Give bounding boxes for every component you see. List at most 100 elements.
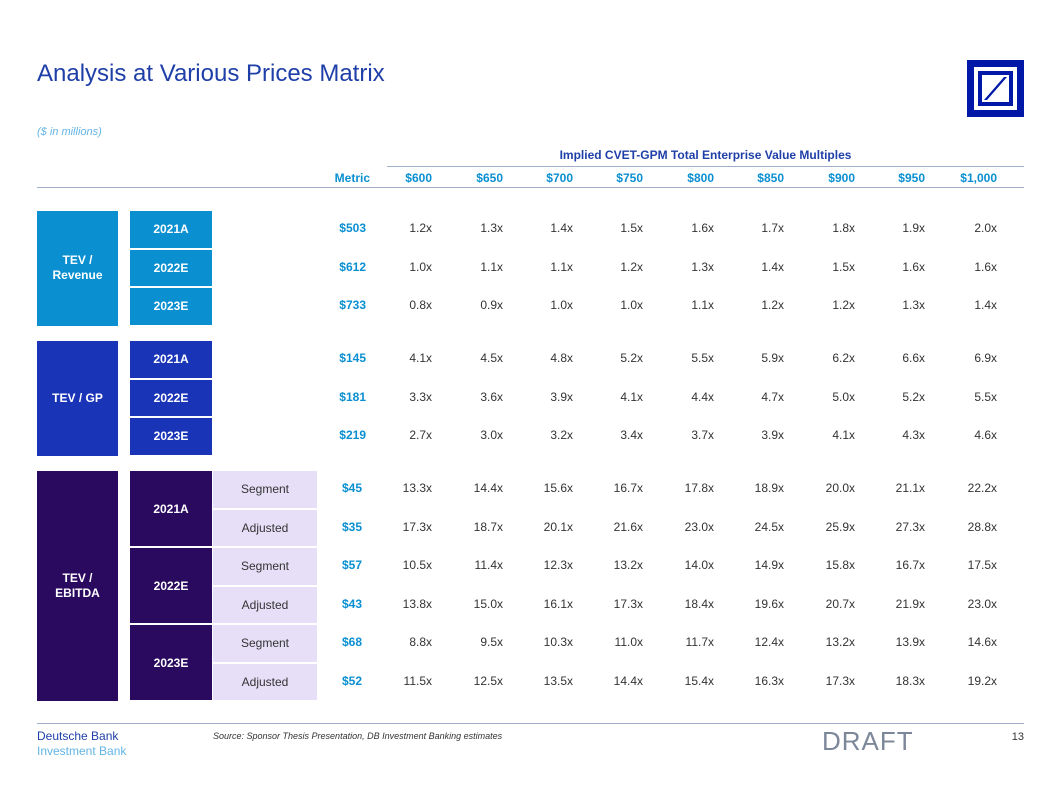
- row-g1-2022E-value-9: 1.6x: [974, 259, 997, 274]
- row-g2-2021A-value-1: 4.1x: [409, 351, 432, 366]
- footer-divider: [37, 723, 1024, 724]
- row-g2-2022E-value-7: 5.0x: [832, 389, 855, 404]
- row-ebitda-2022E-segment-value-1: 10.5x: [402, 558, 432, 573]
- header-price-3: $700: [546, 171, 573, 185]
- row-g2-2023E-value-8: 4.3x: [902, 428, 925, 443]
- year-label-ebitda-2022E: 2022E: [130, 548, 212, 623]
- row-g2-2021A-value-3: 4.8x: [550, 351, 573, 366]
- row-g1-2023E-value-4: 1.0x: [620, 298, 643, 313]
- deutsche-bank-logo-icon: [967, 60, 1024, 117]
- year-label-2022E: 2022E: [130, 249, 212, 286]
- group-label-3: TEV / EBITDA: [37, 471, 118, 701]
- row-ebitda-2023E-segment-value-7: 13.2x: [825, 635, 855, 650]
- row-ebitda-2022E-segment-value-9: 17.5x: [967, 558, 997, 573]
- year-label-2021A: 2021A: [130, 211, 212, 248]
- sub-label-adjusted: Adjusted: [213, 586, 317, 623]
- group-label-text: TEV / EBITDA: [55, 571, 100, 601]
- row-ebitda-2021A-adjusted-value-8: 27.3x: [895, 519, 925, 534]
- row-ebitda-2022E-segment-value-8: 16.7x: [895, 558, 925, 573]
- row-g2-2023E-value-4: 3.4x: [620, 428, 643, 443]
- sub-label-segment: Segment: [213, 625, 317, 662]
- header-price-9: $1,000: [960, 171, 997, 185]
- sub-label-segment: Segment: [213, 471, 317, 508]
- header-bottom-divider: [37, 187, 1024, 188]
- header-price-1: $600: [405, 171, 432, 185]
- header-divider: [387, 166, 1024, 167]
- row-g1-2023E-value-2: 0.9x: [480, 298, 503, 313]
- row-ebitda-2022E-adjusted-value-7: 20.7x: [825, 596, 855, 611]
- row-g2-2023E-value-1: 2.7x: [409, 428, 432, 443]
- row-ebitda-2023E-segment-metric: $68: [341, 635, 362, 650]
- row-g2-2023E-value-5: 3.7x: [691, 428, 714, 443]
- row-ebitda-2023E-adjusted-value-5: 15.4x: [684, 673, 714, 688]
- row-ebitda-2022E-adjusted-value-1: 13.8x: [402, 596, 432, 611]
- sub-label-adjusted: Adjusted: [213, 663, 317, 700]
- row-g1-2021A-value-6: 1.7x: [761, 221, 784, 236]
- row-g2-2021A-metric: $145: [339, 351, 366, 366]
- year-label-ebitda-2023E: 2023E: [130, 625, 212, 700]
- row-g2-2021A-value-5: 5.5x: [691, 351, 714, 366]
- year-label-2023E: 2023E: [130, 418, 212, 455]
- header-price-2: $650: [476, 171, 503, 185]
- sub-label-segment: Segment: [213, 548, 317, 585]
- row-ebitda-2022E-adjusted-value-8: 21.9x: [895, 596, 925, 611]
- row-ebitda-2021A-adjusted-value-9: 28.8x: [967, 519, 997, 534]
- row-ebitda-2023E-adjusted-value-2: 12.5x: [473, 673, 503, 688]
- group-label-2: TEV / GP: [37, 341, 118, 456]
- row-ebitda-2022E-adjusted-value-4: 17.3x: [613, 596, 643, 611]
- row-ebitda-2021A-adjusted-value-1: 17.3x: [402, 519, 432, 534]
- row-ebitda-2022E-segment-value-2: 11.4x: [474, 558, 503, 573]
- row-g2-2022E-value-6: 4.7x: [761, 389, 784, 404]
- footer-brand-name: Deutsche Bank: [37, 729, 119, 743]
- row-g2-2023E-value-9: 4.6x: [974, 428, 997, 443]
- header-group-label: Implied CVET-GPM Total Enterprise Value …: [559, 148, 852, 162]
- row-g2-2021A-value-9: 6.9x: [974, 351, 997, 366]
- row-ebitda-2021A-adjusted-value-7: 25.9x: [825, 519, 855, 534]
- row-g1-2022E-value-3: 1.1x: [550, 259, 573, 274]
- row-ebitda-2022E-adjusted-value-6: 19.6x: [754, 596, 784, 611]
- row-ebitda-2023E-segment-value-9: 14.6x: [967, 635, 997, 650]
- header-price-6: $850: [757, 171, 784, 185]
- row-ebitda-2021A-segment-metric: $45: [341, 481, 362, 496]
- row-ebitda-2023E-segment-value-1: 8.8x: [409, 635, 432, 650]
- row-g1-2023E-value-7: 1.2x: [832, 298, 855, 313]
- row-g1-2021A-value-4: 1.5x: [620, 221, 643, 236]
- row-ebitda-2022E-segment-metric: $57: [341, 558, 362, 573]
- row-g2-2023E-value-3: 3.2x: [550, 428, 573, 443]
- row-ebitda-2023E-segment-value-8: 13.9x: [895, 635, 925, 650]
- row-g1-2022E-value-5: 1.3x: [691, 259, 714, 274]
- row-ebitda-2023E-segment-value-5: 11.7x: [685, 635, 714, 650]
- group-label-1: TEV / Revenue: [37, 211, 118, 326]
- row-ebitda-2021A-segment-value-7: 20.0x: [825, 481, 855, 496]
- row-ebitda-2021A-segment-value-1: 13.3x: [402, 481, 432, 496]
- row-ebitda-2021A-segment-value-6: 18.9x: [754, 481, 784, 496]
- row-g1-2022E-value-1: 1.0x: [409, 259, 432, 274]
- year-label-ebitda-2021A: 2021A: [130, 471, 212, 546]
- row-ebitda-2023E-adjusted-value-1: 11.5x: [403, 673, 432, 688]
- footer-brand-division: Investment Bank: [37, 744, 127, 758]
- row-ebitda-2022E-adjusted-value-5: 18.4x: [684, 596, 714, 611]
- group-label-line: TEV /: [62, 253, 93, 268]
- row-ebitda-2023E-segment-value-2: 9.5x: [480, 635, 503, 650]
- row-ebitda-2023E-segment-value-3: 10.3x: [543, 635, 573, 650]
- page-title: Analysis at Various Prices Matrix: [37, 60, 385, 87]
- row-g2-2022E-value-1: 3.3x: [409, 389, 432, 404]
- row-ebitda-2022E-adjusted-value-9: 23.0x: [967, 596, 997, 611]
- row-g2-2022E-value-2: 3.6x: [480, 389, 503, 404]
- footer-source: Source: Sponsor Thesis Presentation, DB …: [213, 731, 503, 741]
- sub-label-adjusted: Adjusted: [213, 509, 317, 546]
- row-g1-2022E-value-4: 1.2x: [620, 259, 643, 274]
- group-label-line: EBITDA: [55, 586, 100, 600]
- row-ebitda-2021A-adjusted-value-4: 21.6x: [613, 519, 643, 534]
- row-ebitda-2021A-segment-value-8: 21.1x: [895, 481, 925, 496]
- units-note: ($ in millions): [37, 126, 102, 138]
- header-metric: Metric: [334, 171, 370, 185]
- row-ebitda-2023E-adjusted-value-8: 18.3x: [895, 673, 925, 688]
- row-g2-2021A-value-4: 5.2x: [620, 351, 643, 366]
- row-ebitda-2022E-segment-value-7: 15.8x: [825, 558, 855, 573]
- row-g1-2023E-value-8: 1.3x: [902, 298, 925, 313]
- draft-watermark: DRAFT: [822, 726, 914, 756]
- row-ebitda-2022E-segment-value-6: 14.9x: [754, 558, 784, 573]
- row-g2-2023E-metric: $219: [339, 428, 366, 443]
- row-g2-2022E-value-4: 4.1x: [620, 389, 643, 404]
